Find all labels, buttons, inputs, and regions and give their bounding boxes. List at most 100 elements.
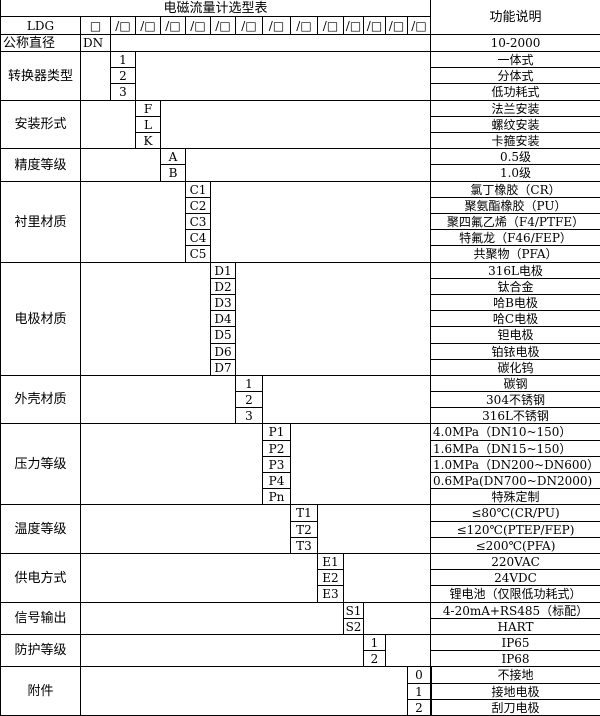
blank-cell [386, 635, 431, 667]
option-code: 3 [236, 408, 263, 424]
model-slot: /□ [386, 17, 408, 35]
option-code: T3 [291, 538, 318, 554]
option-desc: 碳化钨 [431, 360, 600, 376]
model-slot: /□ [318, 17, 344, 35]
section-label: 温度等级 [1, 505, 81, 554]
option-desc: 卡箍安装 [431, 133, 600, 149]
model-slot: □ [81, 17, 111, 35]
function-header: 功能说明 [431, 0, 600, 35]
option-code: K [136, 133, 161, 149]
option-code: 2 [236, 392, 263, 408]
blank-cell [364, 603, 431, 635]
option-desc: HART [431, 619, 600, 635]
model-slot: /□ [211, 17, 236, 35]
blank-cell [136, 52, 431, 101]
option-desc: IP65 [431, 635, 600, 651]
option-code: T1 [291, 505, 318, 522]
model-slot: /□ [161, 17, 186, 35]
option-desc: 316L不锈钢 [431, 408, 600, 424]
section-label: 精度等级 [1, 149, 81, 182]
option-code: 2 [408, 700, 431, 716]
option-code: C5 [186, 246, 211, 263]
option-code: 2 [364, 651, 386, 667]
option-code: P4 [263, 473, 291, 489]
nominal-diameter-code: DN [81, 35, 111, 52]
model-prefix: LDG [1, 17, 81, 35]
blank-cell [318, 505, 431, 554]
option-desc: 螺纹安装 [431, 117, 600, 133]
option-desc: 不接地 [431, 667, 600, 684]
option-code: F [136, 101, 161, 117]
model-slot: /□ [136, 17, 161, 35]
option-desc: 220VAC [431, 554, 600, 570]
option-desc: 一体式 [431, 52, 600, 68]
option-code: E2 [318, 570, 344, 586]
option-desc: 钛合金 [431, 279, 600, 295]
option-code: C4 [186, 230, 211, 246]
option-desc: 4.0MPa（DN10~150） [431, 424, 600, 441]
section-label: 附件 [1, 667, 81, 716]
option-code: D7 [211, 360, 236, 376]
option-code: C3 [186, 214, 211, 230]
model-slot: /□ [408, 17, 431, 35]
model-slot: /□ [111, 17, 136, 35]
option-code: S1 [344, 603, 364, 619]
blank-cell [161, 101, 431, 149]
blank-cell [81, 52, 111, 101]
option-desc: 1.6MPa（DN15~150） [431, 441, 600, 457]
blank-cell [81, 182, 186, 263]
option-desc: 碳钢 [431, 376, 600, 392]
section-label: 供电方式 [1, 554, 81, 603]
option-desc: 聚四氟乙烯（F4/PTFE） [431, 214, 600, 230]
option-desc: 低功耗式 [431, 84, 600, 101]
option-desc: 锂电池（仅限低功耗式） [431, 586, 600, 603]
option-desc: ≤80℃(CR/PU) [431, 505, 600, 522]
option-code: S2 [344, 619, 364, 635]
option-code: 2 [111, 68, 136, 84]
option-code: D4 [211, 311, 236, 327]
section-label: 安装形式 [1, 101, 81, 149]
option-code: C1 [186, 182, 211, 198]
nominal-diameter-desc: 10-2000 [431, 35, 600, 52]
model-slot: /□ [291, 17, 318, 35]
section-label: 压力等级 [1, 424, 81, 505]
option-code: E1 [318, 554, 344, 570]
option-code: E3 [318, 586, 344, 603]
option-desc: 4-20mA+RS485（标配） [431, 603, 600, 619]
option-code: P1 [263, 424, 291, 441]
option-code: 1 [236, 376, 263, 392]
option-desc: 分体式 [431, 68, 600, 84]
section-label: 衬里材质 [1, 182, 81, 263]
option-code: A [161, 149, 186, 165]
blank-cell [186, 149, 431, 182]
blank-cell [81, 424, 263, 505]
nominal-diameter-label: 公称直径 [1, 35, 81, 52]
blank-cell [111, 35, 431, 52]
option-code: L [136, 117, 161, 133]
option-code: P3 [263, 457, 291, 473]
blank-cell [81, 263, 211, 376]
option-desc: 特殊定制 [431, 489, 600, 505]
option-code: B [161, 165, 186, 182]
blank-cell [81, 635, 364, 667]
option-desc: 316L电极 [431, 263, 600, 279]
option-desc: 304不锈钢 [431, 392, 600, 408]
section-label: 外壳材质 [1, 376, 81, 424]
blank-cell [263, 376, 431, 424]
blank-cell [81, 554, 318, 603]
option-code: 3 [111, 84, 136, 101]
blank-cell [81, 603, 344, 635]
option-desc: 接地电极 [431, 684, 600, 700]
option-desc: 特氟龙（F46/FEP） [431, 230, 600, 246]
option-desc: IP68 [431, 651, 600, 667]
option-code: Pn [263, 489, 291, 505]
blank-cell [81, 149, 161, 182]
model-slot: /□ [344, 17, 364, 35]
blank-cell [81, 667, 408, 716]
option-desc: 0.5级 [431, 149, 600, 165]
blank-cell [81, 101, 136, 149]
option-code: T2 [291, 522, 318, 538]
option-code: D6 [211, 344, 236, 360]
model-slot: /□ [236, 17, 263, 35]
option-desc: 法兰安装 [431, 101, 600, 117]
